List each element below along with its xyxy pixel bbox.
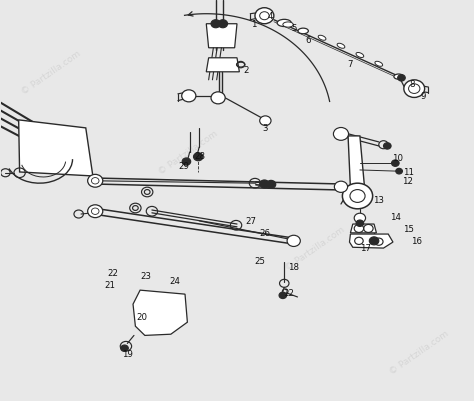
Text: 25: 25 xyxy=(254,257,265,266)
Polygon shape xyxy=(206,25,237,49)
Polygon shape xyxy=(349,235,393,249)
Text: 3: 3 xyxy=(263,124,268,133)
Text: 20: 20 xyxy=(136,313,147,322)
Circle shape xyxy=(182,91,196,103)
Circle shape xyxy=(398,75,405,82)
Circle shape xyxy=(255,9,274,25)
Circle shape xyxy=(369,237,379,245)
Text: 8: 8 xyxy=(409,80,415,89)
Circle shape xyxy=(279,292,287,299)
Ellipse shape xyxy=(394,75,403,80)
Text: 15: 15 xyxy=(402,224,414,233)
Text: 26: 26 xyxy=(259,228,270,237)
Text: © Partzilla.com: © Partzilla.com xyxy=(388,329,451,376)
Text: 14: 14 xyxy=(390,213,401,222)
Text: 7: 7 xyxy=(347,60,353,69)
Text: 16: 16 xyxy=(411,237,422,246)
Polygon shape xyxy=(350,225,376,233)
Text: 11: 11 xyxy=(402,167,414,176)
Text: 23: 23 xyxy=(141,271,152,280)
Text: 4: 4 xyxy=(267,12,273,21)
Polygon shape xyxy=(133,290,187,336)
Text: 13: 13 xyxy=(374,195,384,204)
Circle shape xyxy=(193,153,203,161)
Text: 2: 2 xyxy=(244,66,249,75)
Text: 12: 12 xyxy=(283,289,293,298)
Ellipse shape xyxy=(298,29,309,34)
Ellipse shape xyxy=(318,36,326,41)
Polygon shape xyxy=(348,137,365,188)
Text: 28: 28 xyxy=(195,151,206,160)
Circle shape xyxy=(182,158,191,166)
Text: 18: 18 xyxy=(288,262,299,271)
Ellipse shape xyxy=(356,53,364,58)
Circle shape xyxy=(88,175,103,188)
Circle shape xyxy=(396,169,402,174)
Circle shape xyxy=(88,205,103,218)
Text: 10: 10 xyxy=(392,154,403,163)
Ellipse shape xyxy=(283,23,293,28)
Circle shape xyxy=(354,214,365,223)
Text: 17: 17 xyxy=(360,243,371,252)
Text: 6: 6 xyxy=(305,36,310,45)
Circle shape xyxy=(260,117,271,126)
Text: 27: 27 xyxy=(246,217,257,226)
Circle shape xyxy=(287,236,301,247)
Text: 9: 9 xyxy=(421,92,427,101)
Polygon shape xyxy=(18,121,93,176)
Text: 21: 21 xyxy=(105,280,116,289)
Text: © Partzilla.com: © Partzilla.com xyxy=(156,129,219,176)
Text: 24: 24 xyxy=(169,277,180,286)
Ellipse shape xyxy=(375,62,383,67)
Ellipse shape xyxy=(277,20,292,27)
Circle shape xyxy=(392,160,399,167)
Circle shape xyxy=(211,21,220,28)
Text: 22: 22 xyxy=(108,268,118,277)
Polygon shape xyxy=(206,59,239,73)
Text: © Partzilla.com: © Partzilla.com xyxy=(19,49,82,96)
Circle shape xyxy=(260,13,269,21)
Text: © Partzilla.com: © Partzilla.com xyxy=(284,225,347,272)
Text: 12: 12 xyxy=(401,177,413,186)
Circle shape xyxy=(260,180,269,188)
Circle shape xyxy=(218,21,228,28)
Circle shape xyxy=(211,93,225,105)
Text: 5: 5 xyxy=(291,24,296,33)
Circle shape xyxy=(333,128,348,141)
Circle shape xyxy=(404,81,425,98)
Text: 19: 19 xyxy=(122,348,133,358)
Text: 29: 29 xyxy=(179,162,190,171)
Circle shape xyxy=(409,85,420,94)
Ellipse shape xyxy=(337,44,345,49)
Circle shape xyxy=(350,190,365,203)
Circle shape xyxy=(342,184,373,209)
Circle shape xyxy=(121,345,128,352)
Circle shape xyxy=(356,221,364,227)
Circle shape xyxy=(383,143,391,150)
Text: 1: 1 xyxy=(251,20,256,29)
Circle shape xyxy=(334,182,347,193)
Circle shape xyxy=(266,181,276,189)
